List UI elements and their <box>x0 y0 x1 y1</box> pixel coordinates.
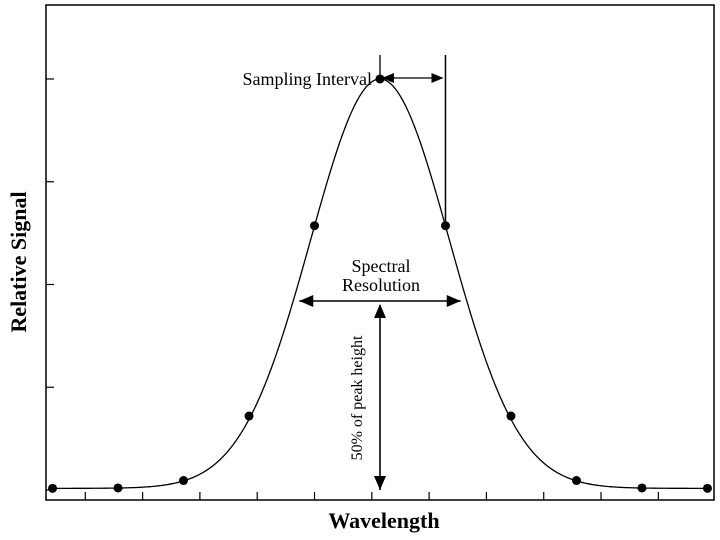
half-height-label: 50% of peak height <box>349 335 366 460</box>
half-height-arrow-head-bottom <box>374 476 386 490</box>
x-axis-label: Wavelength <box>328 508 439 533</box>
sampling-arrow-head-right <box>431 73 444 83</box>
data-point <box>179 476 189 486</box>
resolution-arrow-head-right <box>446 295 461 307</box>
spectral-resolution-label-line1: Spectral <box>352 256 411 276</box>
annotation-lines <box>299 55 461 490</box>
plot-frame <box>45 4 715 501</box>
resolution-arrow-head-left <box>299 295 314 307</box>
spectral-resolution-label-line2: Resolution <box>342 275 420 295</box>
data-point <box>571 476 581 486</box>
half-height-arrow-head-top <box>374 304 386 318</box>
sampling-arrow-head-left <box>382 73 394 83</box>
axis-ticks <box>46 78 659 500</box>
data-point <box>637 483 647 493</box>
data-point <box>244 411 254 421</box>
data-points <box>48 74 712 493</box>
data-point <box>48 483 58 493</box>
data-point <box>506 411 516 421</box>
y-axis-label: Relative Signal <box>6 191 31 332</box>
data-point <box>310 221 320 231</box>
data-point <box>113 483 123 493</box>
data-point <box>702 483 712 493</box>
sampling-interval-label: Sampling Interval <box>243 69 372 89</box>
